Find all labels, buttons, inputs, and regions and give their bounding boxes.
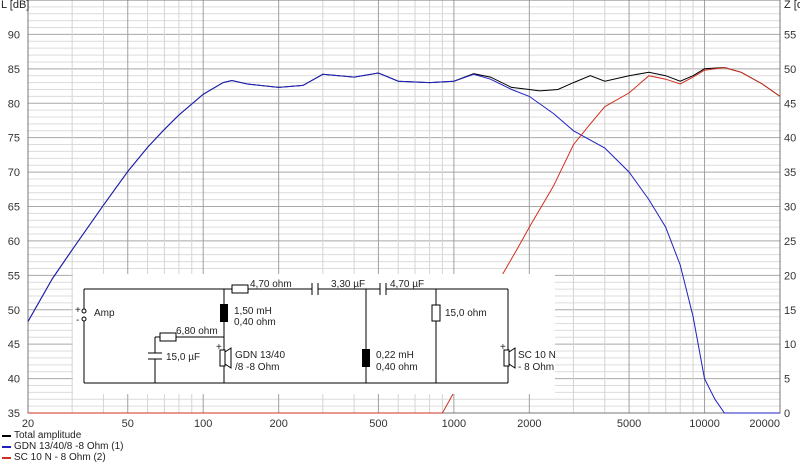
amp-label: Amp — [94, 308, 115, 319]
legend-item-total: Total amplitude — [2, 430, 123, 441]
inductor-l1-value: 1,50 mH — [234, 306, 272, 317]
woofer-icon — [224, 347, 232, 369]
x-tick-label: 200 — [269, 418, 287, 430]
y-right-axis-title: Z [o — [784, 0, 800, 11]
y-left-tick-label: 50 — [8, 305, 20, 317]
y-left-tick-label: 35 — [8, 408, 20, 420]
terminal-plus — [81, 308, 87, 314]
inductor-l2-resistance: 0,40 ohm — [376, 362, 418, 373]
x-tick-label: 2000 — [517, 418, 541, 430]
y-right-tick-label: 5 — [784, 374, 790, 386]
legend-swatch-total — [2, 434, 11, 437]
y-left-tick-label: 65 — [8, 202, 20, 214]
y-right-tick-label: 40 — [784, 133, 796, 145]
y-right-tick-label: 55 — [784, 29, 796, 41]
woofer-plus: + — [216, 342, 222, 353]
resistor-series — [231, 284, 249, 294]
x-tick-label: 1000 — [442, 418, 466, 430]
y-right-tick-label: 25 — [784, 236, 796, 248]
y-left-ticks: 35 40 45 50 55 60 65 70 75 80 85 90 — [8, 29, 20, 420]
tweeter-impedance: - 8 Ohm — [518, 362, 554, 373]
terminal-plus-label: + — [75, 305, 81, 316]
woofer-name: GDN 13/40 — [235, 350, 285, 361]
y-right-tick-label: 35 — [784, 167, 796, 179]
y-right-tick-label: 15 — [784, 305, 796, 317]
y-left-tick-label: 55 — [8, 270, 20, 282]
x-tick-label: 50 — [122, 418, 134, 430]
x-ticks: 20 50 100 200 500 1000 2000 5000 10000 20000 — [22, 418, 780, 430]
y-left-tick-label: 40 — [8, 374, 20, 386]
y-left-tick-label: 90 — [8, 29, 20, 41]
legend-swatch-tweeter — [2, 456, 11, 459]
legend: Total amplitude GDN 13/40/8 -8 Ohm (1) S… — [2, 430, 123, 463]
y-left-tick-label: 85 — [8, 64, 20, 76]
y-right-tick-label: 0 — [784, 408, 790, 420]
y-left-tick-label: 60 — [8, 236, 20, 248]
tweeter-icon — [508, 347, 516, 369]
y-right-ticks: 0 5 10 15 20 25 30 35 40 45 50 55 — [784, 29, 796, 420]
woofer-impedance: /8 -8 Ohm — [235, 362, 279, 373]
y-left-tick-label: 45 — [8, 339, 20, 351]
x-tick-label: 500 — [369, 418, 387, 430]
resistor-series-label: 4,70 ohm — [250, 279, 292, 290]
x-tick-label: 10000 — [689, 418, 720, 430]
tweeter-plus: + — [500, 342, 506, 353]
x-tick-label: 5000 — [617, 418, 641, 430]
y-left-tick-label: 75 — [8, 133, 20, 145]
capacitor-zobel-label: 15,0 µF — [166, 352, 200, 363]
y-right-tick-label: 30 — [784, 202, 796, 214]
y-left-axis-title: L [dB] — [1, 0, 29, 11]
x-tick-label: 100 — [194, 418, 212, 430]
terminal-minus — [81, 316, 87, 322]
resistor-tweeter-shunt — [431, 304, 441, 322]
x-tick-label: 20 — [22, 418, 34, 430]
y-left-tick-label: 70 — [8, 167, 20, 179]
legend-item-woofer: GDN 13/40/8 -8 Ohm (1) — [2, 441, 123, 452]
terminal-minus-label: - — [76, 315, 79, 326]
y-right-tick-label: 50 — [784, 64, 796, 76]
legend-label-tweeter: SC 10 N - 8 Ohm (2) — [14, 452, 106, 463]
schematic-background — [73, 274, 555, 394]
crossover-schematic: + - Amp 4,70 ohm 3,30 µF 4,70 µF 1,50 mH… — [73, 274, 556, 394]
legend-label-total: Total amplitude — [14, 430, 82, 441]
x-tick-label: 20000 — [749, 418, 780, 430]
inductor-l2 — [362, 349, 370, 367]
y-right-tick-label: 10 — [784, 339, 796, 351]
inductor-l1 — [220, 304, 228, 322]
inductor-l2-value: 0,22 mH — [376, 350, 414, 361]
legend-swatch-woofer — [2, 445, 11, 448]
capacitor-c1-label: 3,30 µF — [331, 279, 365, 290]
capacitor-c2-label: 4,70 µF — [390, 279, 424, 290]
y-right-tick-label: 45 — [784, 98, 796, 110]
series-line-1 — [27, 72, 780, 414]
resistor-zobel-label: 6,80 ohm — [176, 326, 218, 337]
legend-item-tweeter: SC 10 N - 8 Ohm (2) — [2, 452, 123, 463]
inductor-l1-resistance: 0,40 ohm — [234, 317, 276, 328]
resistor-zobel — [159, 332, 177, 342]
legend-label-woofer: GDN 13/40/8 -8 Ohm (1) — [14, 441, 124, 452]
tweeter-name: SC 10 N — [518, 350, 556, 361]
y-left-tick-label: 80 — [8, 98, 20, 110]
y-right-tick-label: 20 — [784, 270, 796, 282]
resistor-tweeter-shunt-label: 15,0 ohm — [445, 308, 487, 319]
